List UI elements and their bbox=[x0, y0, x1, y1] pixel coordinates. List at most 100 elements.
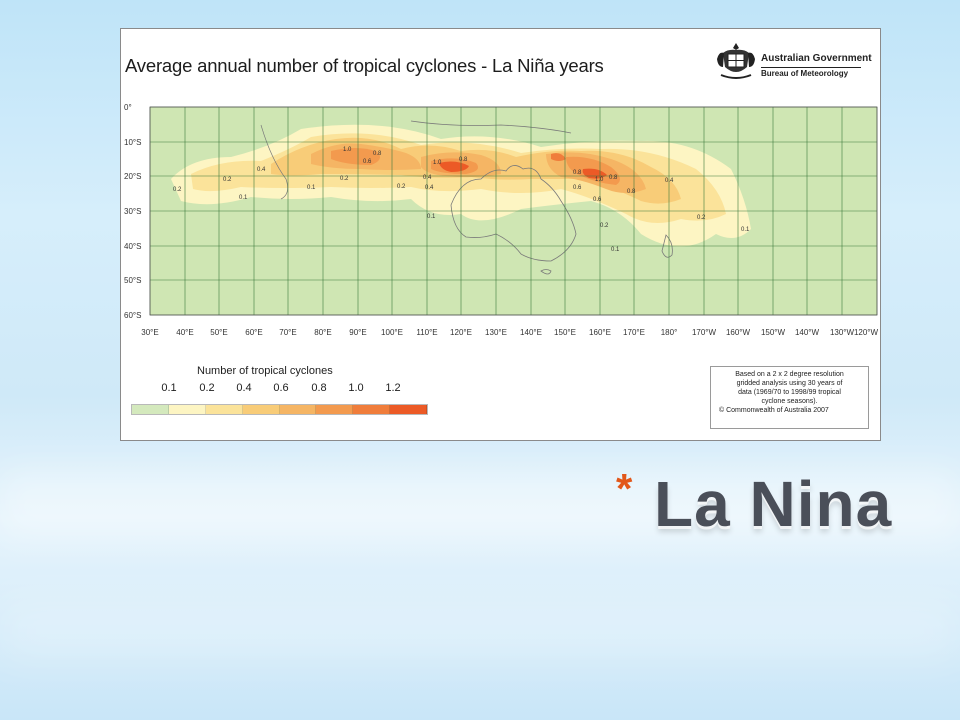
contour-label: 0.4 bbox=[423, 175, 432, 181]
longitude-label: 130°W bbox=[830, 328, 855, 337]
contour-label: 0.2 bbox=[223, 177, 232, 183]
contour-label: 1.0 bbox=[343, 147, 352, 153]
latitude-label: 0° bbox=[124, 103, 132, 112]
latitude-label: 50°S bbox=[124, 276, 141, 285]
legend-swatch bbox=[242, 405, 280, 414]
contour-label: 0.8 bbox=[609, 175, 618, 181]
legend-value: 0.2 bbox=[199, 382, 215, 394]
logo-rule bbox=[761, 67, 861, 68]
longitude-label: 120°E bbox=[450, 328, 472, 337]
legend-color-bar bbox=[131, 404, 428, 415]
map-title: Average annual number of tropical cyclon… bbox=[125, 55, 604, 76]
longitude-label: 160°W bbox=[726, 328, 751, 337]
legend-swatch bbox=[205, 405, 243, 414]
legend-swatch bbox=[353, 405, 391, 414]
contour-label: 0.6 bbox=[593, 197, 602, 203]
note-line: Based on a 2 x 2 degree resolution bbox=[735, 371, 844, 378]
contour-label: 0.6 bbox=[363, 159, 372, 165]
longitude-label: 80°E bbox=[314, 328, 331, 337]
longitude-label: 110°E bbox=[416, 328, 437, 337]
cyclone-map-figure: Average annual number of tropical cyclon… bbox=[120, 28, 881, 441]
contour-label: 0.2 bbox=[173, 187, 182, 193]
legend-swatch bbox=[168, 405, 206, 414]
commonwealth-coat-of-arms-icon bbox=[717, 43, 755, 79]
contour-label: 0.4 bbox=[425, 185, 434, 191]
longitude-label: 160°E bbox=[589, 328, 611, 337]
contour-label: 0.4 bbox=[665, 178, 674, 184]
contour-label: 0.8 bbox=[459, 157, 468, 163]
longitude-label: 90°E bbox=[349, 328, 366, 337]
indonesia-coastline bbox=[410, 120, 572, 134]
contour-label: 0.2 bbox=[397, 184, 406, 190]
legend-swatch bbox=[279, 405, 317, 414]
new-zealand-coastline bbox=[661, 234, 673, 258]
longitude-label: 170°E bbox=[623, 328, 645, 337]
government-logo: Australian Government Bureau of Meteorol… bbox=[715, 41, 875, 85]
legend-swatch bbox=[132, 405, 169, 414]
longitude-label: 170°W bbox=[692, 328, 717, 337]
legend-values: 0.1 0.2 0.4 0.6 0.8 1.0 1.2 bbox=[149, 382, 449, 396]
contour-label: 0.2 bbox=[697, 215, 706, 221]
contour-peak-1.0 bbox=[551, 153, 566, 161]
contour-label: 0.1 bbox=[239, 195, 248, 201]
longitude-label: 180° bbox=[661, 328, 678, 337]
longitude-label: 60°E bbox=[245, 328, 262, 337]
longitude-label: 150°E bbox=[554, 328, 576, 337]
legend-value: 1.2 bbox=[385, 382, 401, 394]
contour-label: 1.0 bbox=[595, 177, 604, 183]
legend-value: 0.1 bbox=[161, 382, 177, 394]
legend-value: 0.6 bbox=[273, 382, 289, 394]
longitude-label: 50°E bbox=[210, 328, 227, 337]
latitude-label: 60°S bbox=[124, 311, 141, 320]
slide-title: * La Nina bbox=[616, 465, 891, 548]
legend-swatch bbox=[316, 405, 354, 414]
legend-swatch bbox=[390, 405, 427, 414]
longitude-label: 40°E bbox=[176, 328, 193, 337]
legend-value: 0.4 bbox=[236, 382, 252, 394]
latitude-label: 30°S bbox=[124, 207, 141, 216]
background-streak bbox=[0, 600, 960, 660]
bureau-name: Bureau of Meteorology bbox=[761, 69, 849, 78]
contour-label: 0.8 bbox=[573, 170, 582, 176]
contour-label: 0.2 bbox=[600, 223, 609, 229]
contour-label: 0.8 bbox=[373, 151, 382, 157]
contour-label: 0.4 bbox=[257, 167, 266, 173]
map-frame bbox=[149, 106, 878, 316]
longitude-label: 120°W bbox=[854, 328, 879, 337]
contour-peak-1.2-central bbox=[439, 161, 469, 172]
government-name: Australian Government bbox=[761, 53, 872, 64]
australia-coastline bbox=[450, 165, 577, 262]
data-source-note: Based on a 2 x 2 degree resolution gridd… bbox=[710, 366, 869, 429]
longitude-label: 140°E bbox=[520, 328, 542, 337]
note-line: data (1969/70 to 1998/99 tropical bbox=[738, 389, 841, 396]
asterisk-bullet-icon: * bbox=[616, 465, 633, 512]
contour-label: 0.1 bbox=[611, 247, 620, 253]
contour-label: 0.1 bbox=[741, 227, 750, 233]
contour-band-0.8-west bbox=[331, 148, 380, 165]
copyright-notice: © Commonwealth of Australia 2007 bbox=[719, 407, 829, 414]
note-line: gridded analysis using 30 years of bbox=[736, 380, 843, 387]
contour-label: 1.0 bbox=[433, 160, 442, 166]
longitude-label: 130°E bbox=[485, 328, 507, 337]
madagascar-africa-coastline bbox=[260, 124, 288, 200]
contour-label: 0.1 bbox=[427, 214, 436, 220]
longitude-label: 70°E bbox=[279, 328, 296, 337]
tasmania-coastline bbox=[540, 269, 552, 275]
latitude-label: 20°S bbox=[124, 172, 141, 181]
contour-label: 0.6 bbox=[573, 185, 582, 191]
longitude-label: 140°W bbox=[795, 328, 820, 337]
slide-title-text: La Nina bbox=[654, 468, 893, 540]
legend-title: Number of tropical cyclones bbox=[197, 365, 333, 377]
latitude-label: 40°S bbox=[124, 242, 141, 251]
note-line: cyclone seasons). bbox=[761, 398, 818, 405]
cyclone-density-map: 0.2 0.2 0.1 0.4 0.1 1.0 0.6 0.8 0.2 0.2 … bbox=[124, 103, 879, 337]
contour-label: 0.8 bbox=[627, 189, 636, 195]
latitude-label: 10°S bbox=[124, 138, 141, 147]
longitude-label: 30°E bbox=[141, 328, 158, 337]
longitude-label: 100°E bbox=[381, 328, 403, 337]
longitude-label: 150°W bbox=[761, 328, 786, 337]
contour-label: 0.2 bbox=[340, 176, 349, 182]
legend-value: 0.8 bbox=[311, 382, 327, 394]
contour-label: 0.1 bbox=[307, 185, 316, 191]
legend-value: 1.0 bbox=[348, 382, 364, 394]
